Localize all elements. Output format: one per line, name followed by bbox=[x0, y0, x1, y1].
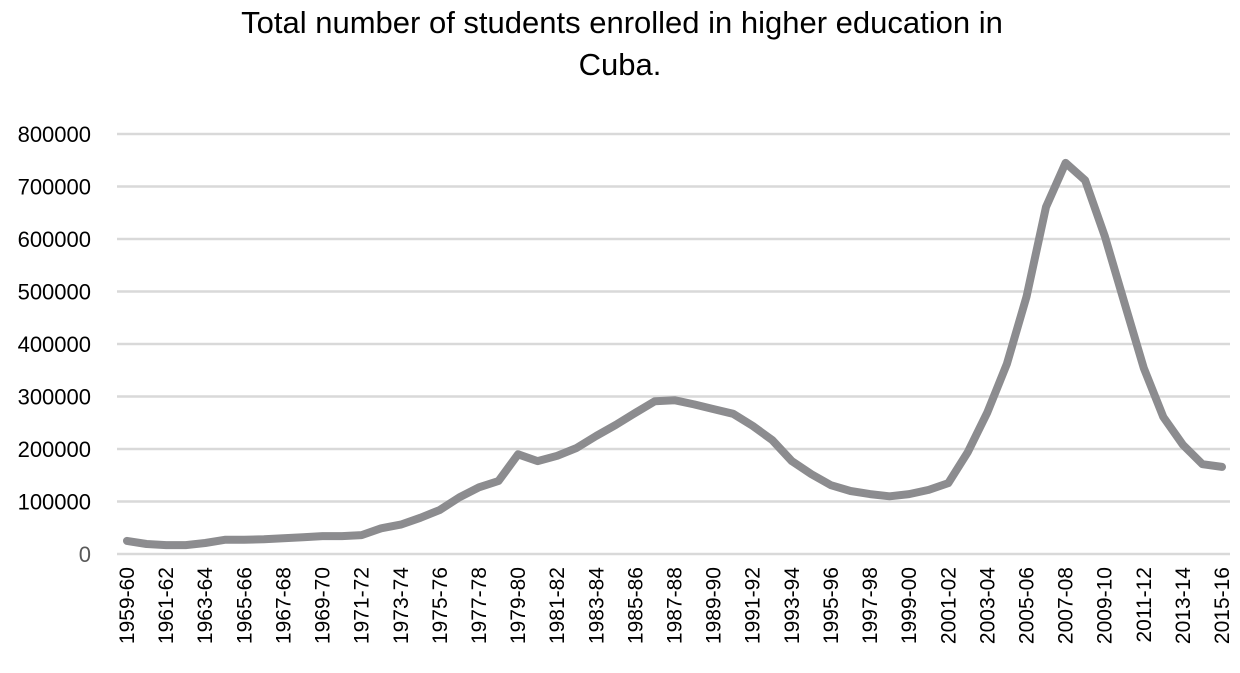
x-tick-label: 2001-02 bbox=[937, 567, 960, 644]
x-tick-label: 1961-62 bbox=[155, 567, 178, 644]
series-line-students-enrolled bbox=[123, 158, 1226, 550]
x-tick-label: 2013-14 bbox=[1172, 567, 1195, 644]
x-tick-label: 1991-92 bbox=[742, 567, 765, 644]
x-tick-label: 1983-84 bbox=[585, 567, 608, 644]
x-tick-label: 1971-72 bbox=[351, 567, 374, 644]
x-tick-label: 1987-88 bbox=[664, 567, 687, 644]
x-tick-label: 2009-10 bbox=[1094, 567, 1117, 644]
x-tick-label: 1959-60 bbox=[116, 567, 139, 644]
gridlines bbox=[117, 132, 1230, 556]
x-tick-label: 2003-04 bbox=[976, 567, 999, 644]
x-tick-label: 2005-06 bbox=[1015, 567, 1038, 644]
x-tick-label: 2011-12 bbox=[1133, 567, 1156, 643]
y-tick-label: 600000 bbox=[18, 227, 91, 252]
x-tick-label: 1997-98 bbox=[859, 567, 882, 644]
x-tick-label: 1981-82 bbox=[546, 567, 569, 644]
x-tick-label: 1995-96 bbox=[820, 567, 843, 644]
x-tick-label: 1973-74 bbox=[390, 567, 413, 644]
chart-title-line-1: Total number of students enrolled in hig… bbox=[241, 5, 1003, 40]
chart-title-line-2: Cuba. bbox=[578, 47, 662, 82]
x-tick-label: 1989-90 bbox=[703, 567, 726, 644]
x-tick-label: 2015-16 bbox=[1211, 567, 1234, 644]
x-tick-label: 2007-08 bbox=[1055, 567, 1078, 644]
y-tick-label: 100000 bbox=[18, 490, 91, 515]
y-tick-label: 400000 bbox=[18, 332, 91, 357]
x-tick-label: 1969-70 bbox=[312, 567, 335, 644]
x-tick-label: 1977-78 bbox=[468, 567, 491, 644]
x-tick-label: 1993-94 bbox=[781, 567, 804, 644]
x-axis-labels: 1959-60 1961-62 1963-64 1965-66 1967-68 1969-… bbox=[116, 567, 1234, 644]
y-axis-labels: 0 100000 200000 300000 400000 500000 600000 700… bbox=[18, 122, 91, 567]
y-tick-label: 700000 bbox=[18, 175, 91, 200]
x-tick-label: 1979-80 bbox=[507, 567, 530, 644]
x-tick-label: 1967-68 bbox=[272, 567, 295, 644]
y-tick-label: 800000 bbox=[18, 122, 91, 147]
y-tick-label: 200000 bbox=[18, 437, 91, 462]
x-tick-label: 1963-64 bbox=[194, 567, 217, 644]
x-tick-label: 1999-00 bbox=[898, 567, 921, 644]
y-tick-label: 300000 bbox=[18, 385, 91, 410]
y-tick-label: 500000 bbox=[18, 280, 91, 305]
y-tick-label: 0 bbox=[79, 542, 91, 567]
x-tick-label: 1965-66 bbox=[233, 567, 256, 644]
x-tick-label: 1975-76 bbox=[429, 567, 452, 644]
chart-title: Total number of students enrolled in hig… bbox=[0, 2, 1240, 86]
x-tick-label: 1985-86 bbox=[624, 567, 647, 644]
